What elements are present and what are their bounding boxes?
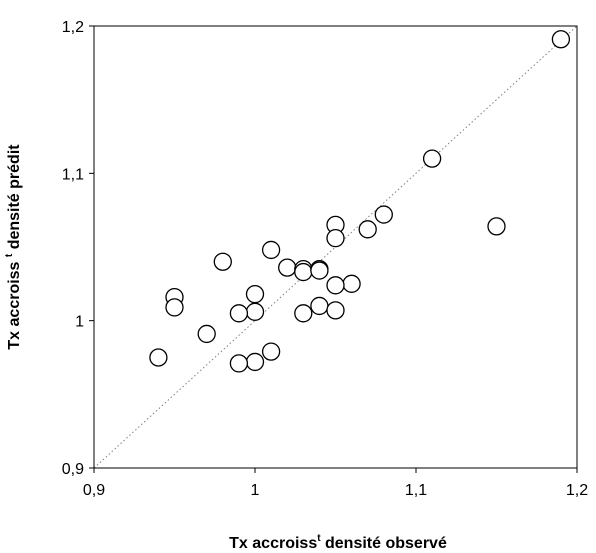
plot-area-frame [93,25,578,469]
data-point [294,304,313,323]
data-point [229,304,249,323]
identity-reference-line [93,25,578,469]
y-axis-title: Tx accroiss t densité prédit [4,144,23,350]
data-point [310,261,329,280]
data-point [278,258,297,277]
data-point [358,220,377,239]
data-point [551,30,571,49]
y-tick-label: 1,1 [62,166,84,183]
data-point [342,274,361,293]
data-point [294,262,313,282]
reference-line-layer [93,25,578,469]
x-tick-label: 0,9 [83,482,105,499]
points-layer [149,30,571,373]
data-point [326,301,345,320]
data-point [326,276,345,295]
data-point [149,348,168,367]
ticks-layer: 0,9 1 1,1 1,2 0,9 1 1,1 1,2 [62,19,588,499]
data-point [165,298,184,317]
y-tick-label: 1 [75,314,84,331]
x-tick-label: 1,2 [566,482,588,499]
data-point [245,302,265,321]
x-axis-title: Tx accroisst densité observé [229,533,447,552]
data-point [213,252,232,271]
x-tick-label: 1 [251,482,260,499]
data-point [229,354,249,373]
y-tick-label: 0,9 [62,461,84,478]
y-tick-label: 1,2 [62,19,84,36]
data-point [374,205,393,224]
data-point [261,240,281,260]
data-point [245,284,265,304]
data-point [197,324,216,344]
x-tick-label: 1,1 [405,482,427,499]
data-point [261,342,281,361]
data-point [245,352,265,372]
data-point [487,217,506,236]
data-point [326,229,345,248]
data-point [310,296,329,316]
data-point [422,149,442,168]
